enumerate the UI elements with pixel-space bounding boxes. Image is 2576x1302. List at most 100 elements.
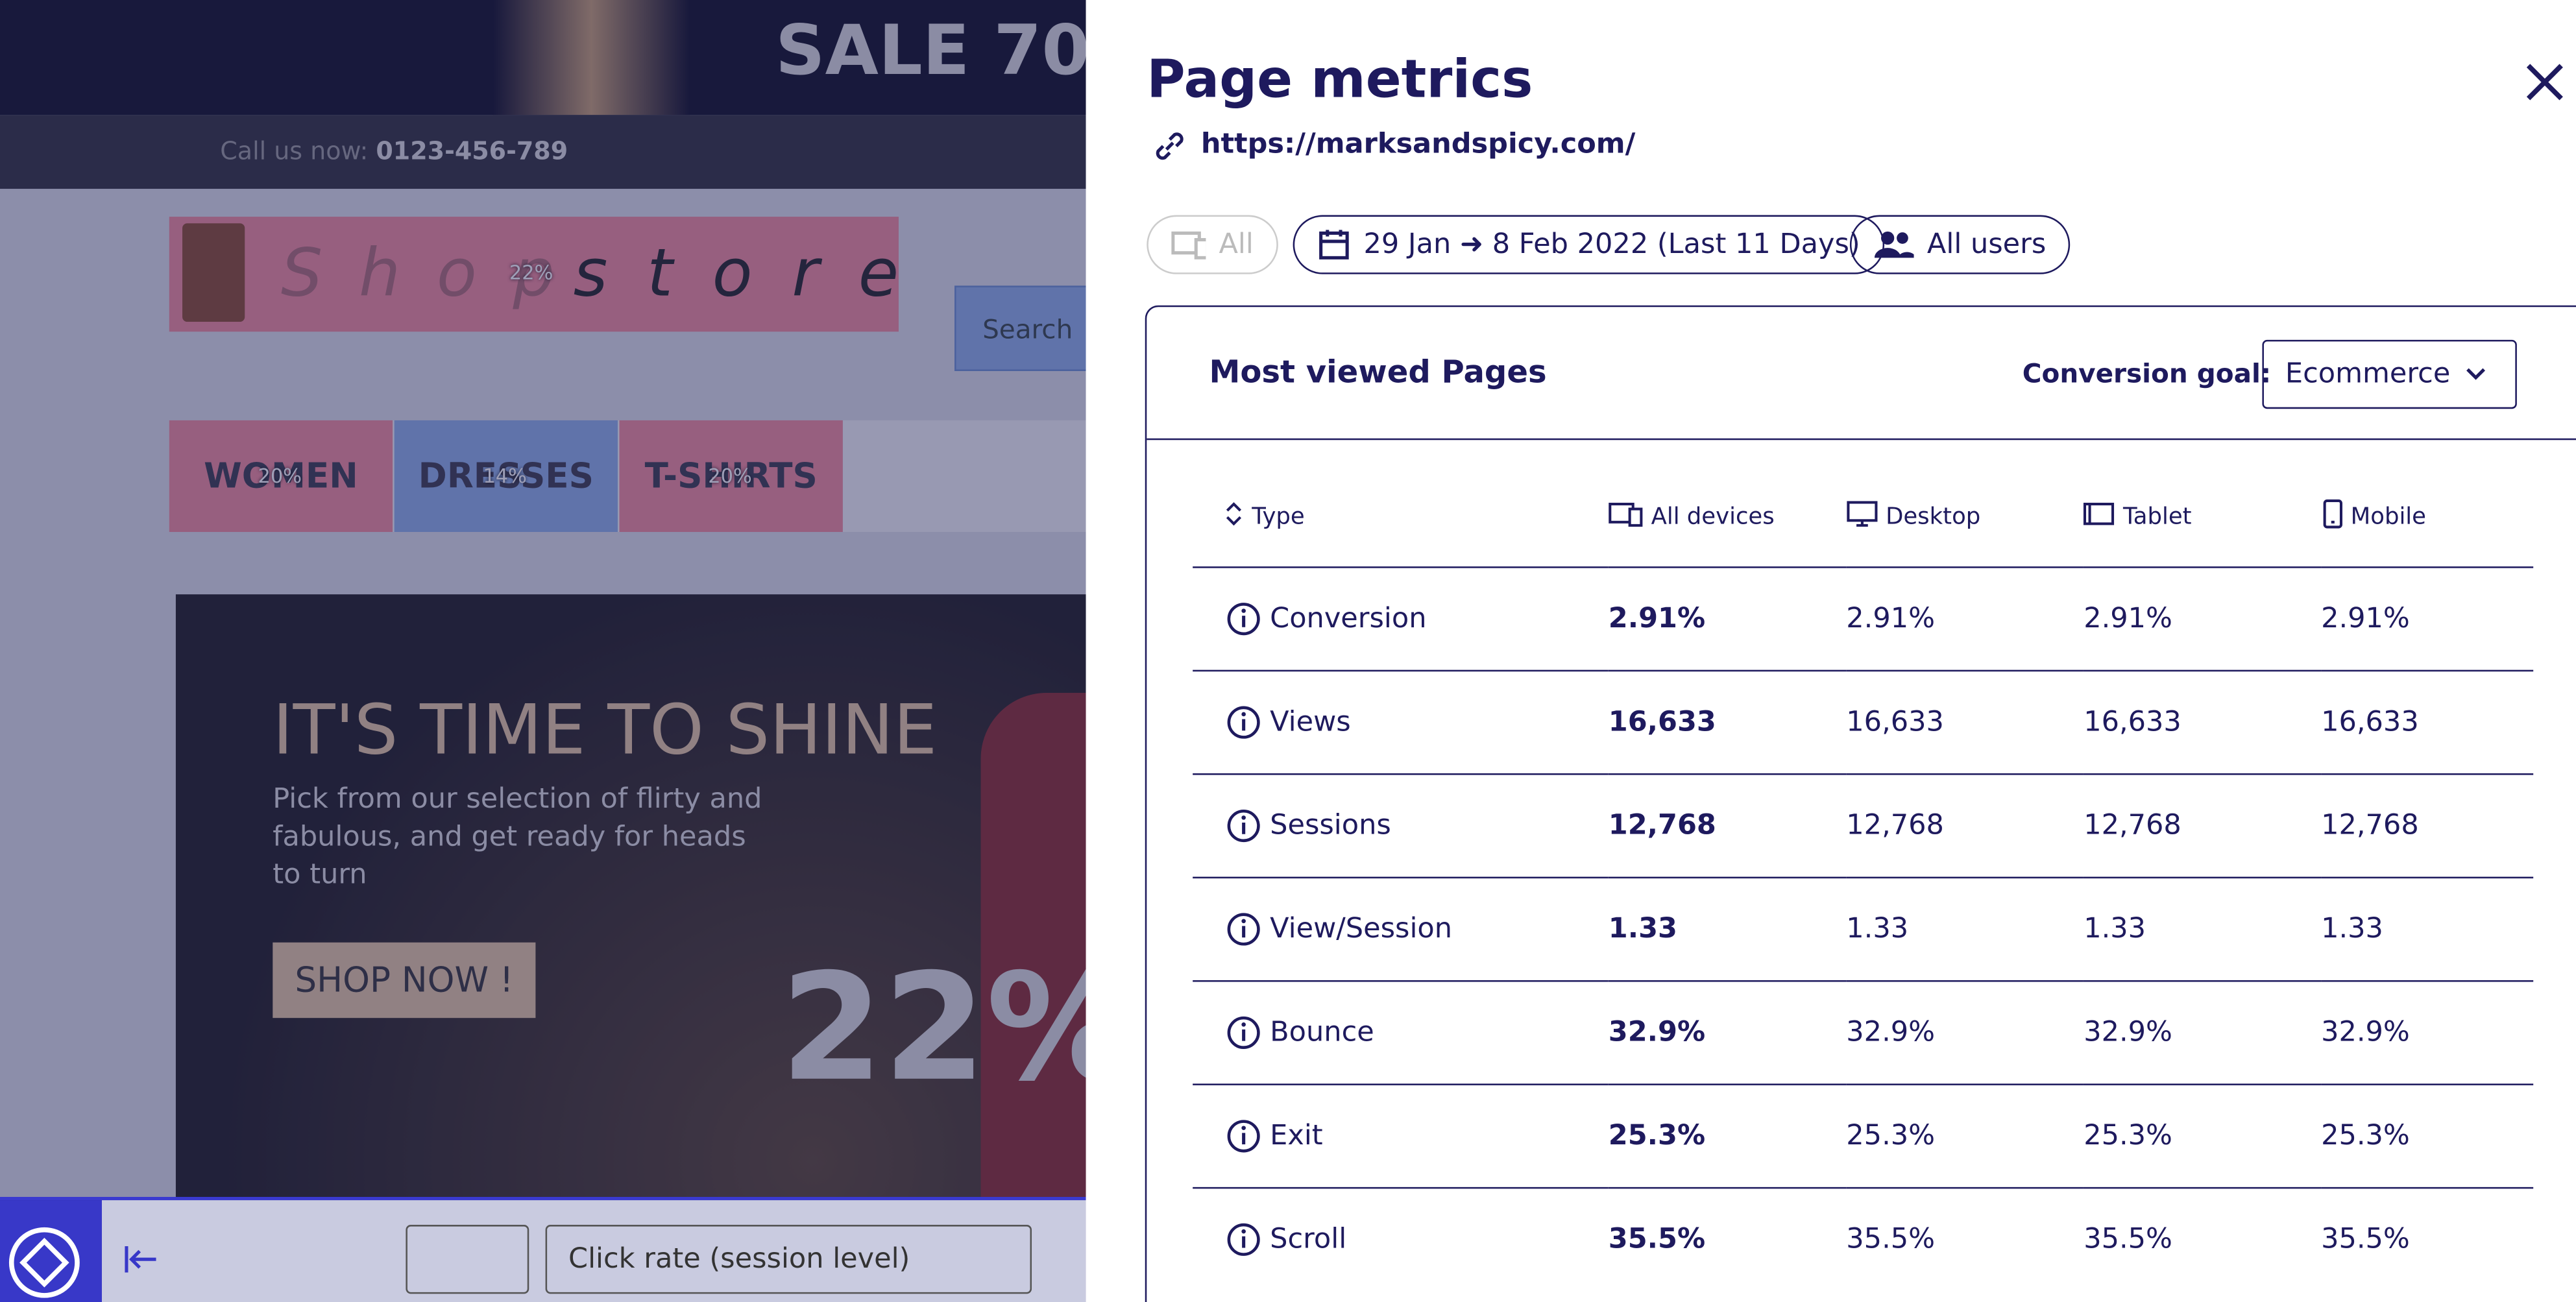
nav-item[interactable]: T-SHIRTS (619, 420, 843, 533)
date-filter-label: 29 Jan ➜ 8 Feb 2022 (Last 11 Days) (1363, 228, 1860, 261)
page-url[interactable]: https://marksandspicy.com/ (1200, 128, 1636, 162)
table-row: Bounce 32.9% 32.9% 32.9% 32.9% (1193, 980, 2534, 1085)
logo-left: Shop (280, 236, 591, 312)
info-icon[interactable] (1226, 601, 1262, 637)
segment-filter[interactable]: All users (1849, 215, 2071, 274)
column-header: Tablet (2084, 468, 2321, 567)
cell-text: 32.9% (1608, 1016, 1706, 1050)
goal-select[interactable]: Ecommerce (2262, 339, 2517, 409)
cell-text: 1.33 (1608, 913, 1677, 946)
info-icon[interactable] (1226, 1015, 1262, 1051)
header-row: Type All devices Desktop Tablet Mobile (1193, 468, 2533, 567)
column-header: Type (1193, 468, 1609, 567)
metric-value: 12,768 (1846, 773, 2084, 878)
metric-select[interactable]: Click rate (session level) (545, 1225, 1032, 1294)
metric-value: 1.33 (1608, 876, 1847, 982)
column-header: Mobile (2321, 468, 2533, 567)
divider (1147, 438, 2576, 440)
metric-value: 2.91% (2321, 566, 2534, 671)
side-panel: Page metrics https://marksandspicy.com/ … (1086, 0, 2576, 1302)
click-rate: 20% (258, 464, 302, 488)
banner: SALE 70% (0, 0, 1086, 115)
metric-name: Views (1193, 669, 1609, 775)
toolbar-body: Click rate (session level) (101, 1200, 1086, 1302)
hero-button[interactable]: SHOP NOW ! (273, 942, 536, 1019)
info-icon[interactable] (1226, 1222, 1262, 1258)
link-icon (1156, 132, 1184, 160)
cell-text: 25.3% (1846, 1120, 1936, 1153)
view-select[interactable] (406, 1225, 529, 1294)
metric-value: 35.5% (1846, 1187, 2084, 1291)
date-filter[interactable]: 29 Jan ➜ 8 Feb 2022 (Last 11 Days) (1293, 215, 1885, 274)
metric-value: 12,768 (1608, 773, 1847, 878)
card-title: Most viewed Pages (1209, 354, 1547, 391)
cell-text: 12,768 (1608, 809, 1716, 843)
metric-value: 2.91% (2084, 566, 2322, 671)
app-logo[interactable] (0, 1200, 102, 1302)
collapse-icon[interactable] (121, 1243, 161, 1276)
logo-right: store (573, 236, 938, 312)
toolbar: Click rate (session level) (0, 1197, 1086, 1302)
metric-name: Conversion (1193, 566, 1609, 671)
metric-value: 25.3% (2321, 1083, 2534, 1188)
cell-text: 32.9% (1846, 1016, 1936, 1050)
cell-text: 16,633 (1608, 706, 1716, 739)
banner-text: SALE 70% (775, 10, 1086, 91)
cell-text: 32.9% (2084, 1016, 2172, 1050)
metric-value: 25.3% (1846, 1083, 2084, 1188)
info-icon[interactable] (1226, 705, 1262, 741)
cell-text: 2.91% (1846, 602, 1936, 636)
cell-text: Conversion (1270, 602, 1427, 636)
cell-text: 16,633 (1846, 706, 1944, 739)
table-row: Conversion 2.91% 2.91% 2.91% 2.91% (1193, 566, 2534, 671)
call-label: Call us now: (220, 136, 369, 166)
cell-text: Bounce (1270, 1016, 1374, 1050)
table-row: View/Session 1.33 1.33 1.33 1.33 (1193, 876, 2534, 982)
header-icon (1222, 502, 1245, 535)
cell-text: 2.91% (2084, 602, 2172, 636)
column-header: All devices (1609, 468, 1847, 567)
device-filter[interactable]: All (1147, 215, 1278, 274)
metric-value: 1.33 (2321, 876, 2534, 982)
search-button[interactable]: Search (954, 285, 1086, 371)
nav-item[interactable]: DRESSES (394, 420, 618, 533)
metric-value: 32.9% (2084, 980, 2322, 1085)
header-label: Type (1252, 503, 1305, 531)
device-filter-label: All (1219, 228, 1254, 261)
metric-name: Sessions (1193, 773, 1609, 878)
cell-text: Views (1270, 706, 1351, 739)
website-preview: SALE 70% Call us now: 0123-456-789 Shop … (0, 0, 1086, 1302)
cell-text: 32.9% (2321, 1016, 2410, 1050)
logo: Shop store 22% (169, 217, 899, 332)
header-icon (2321, 499, 2344, 535)
metrics-table: Type All devices Desktop Tablet Mobile Conver… (1193, 468, 2534, 1291)
header-icon (2084, 502, 2117, 533)
metric-value: 2.91% (1608, 566, 1847, 671)
header-label: Desktop (1886, 503, 1981, 531)
table-row: Views 16,633 16,633 16,633 16,633 (1193, 669, 2534, 775)
click-rate: 20% (708, 464, 752, 488)
info-icon[interactable] (1226, 911, 1262, 948)
info-icon[interactable] (1226, 808, 1262, 844)
metric-value: 12,768 (2321, 773, 2534, 878)
metric-value: 32.9% (1846, 980, 2084, 1085)
hero-text: Pick from our selection of flirty and fa… (273, 783, 762, 892)
metric-name: Scroll (1193, 1187, 1609, 1291)
table-row: Sessions 12,768 12,768 12,768 12,768 (1193, 773, 2534, 878)
metric-value: 25.3% (1608, 1083, 1847, 1188)
metrics-card: Most viewed Pages Conversion goal: Ecomm… (1145, 305, 2576, 1302)
metric-value: 35.5% (1608, 1187, 1847, 1291)
click-rate: 22% (780, 942, 1086, 1115)
nav-item[interactable]: WOMEN (169, 420, 393, 533)
cell-text: Scroll (1270, 1223, 1347, 1257)
header-label: Tablet (2122, 503, 2192, 531)
close-button[interactable] (2525, 62, 2565, 102)
header-label: All devices (1651, 503, 1775, 531)
metric-value: 1.33 (1846, 876, 2084, 982)
overlay (0, 0, 1086, 1302)
click-rate: 14% (483, 464, 527, 488)
cell-text: View/Session (1270, 913, 1453, 946)
goal-label: Conversion goal: (2022, 357, 2272, 389)
metric-value: 16,633 (2321, 669, 2534, 775)
info-icon[interactable] (1226, 1118, 1262, 1155)
